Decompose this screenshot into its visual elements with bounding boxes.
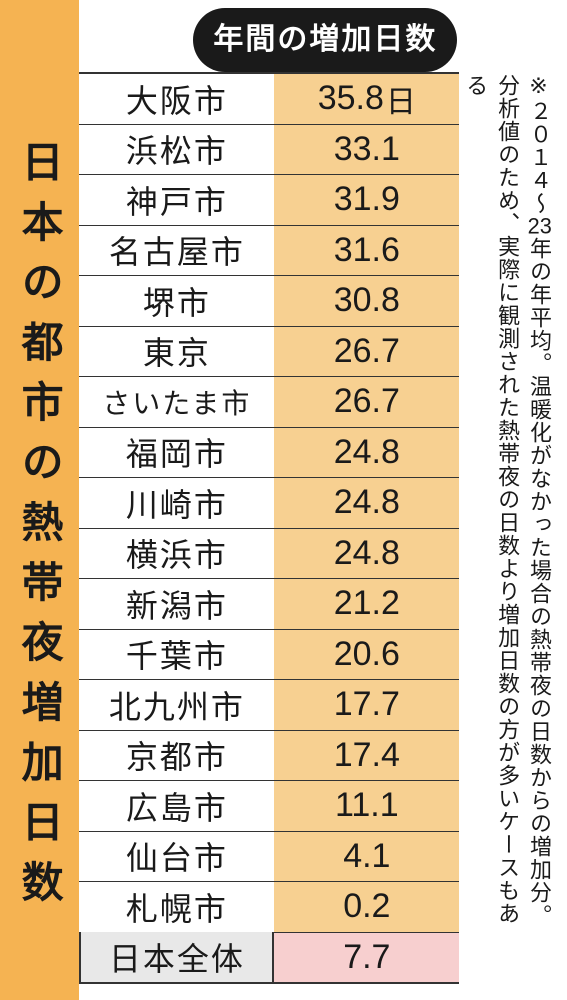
table-row: 福岡市24.8 [79, 428, 459, 479]
city-cell: 千葉市 [79, 630, 274, 680]
city-cell: 川崎市 [79, 478, 274, 528]
table-row: 札幌市0.2 [79, 882, 459, 933]
column-header: 年間の増加日数 [193, 8, 457, 72]
days-cell: 31.9 [274, 175, 459, 225]
days-cell: 17.4 [274, 731, 459, 781]
city-cell: 札幌市 [79, 882, 274, 932]
city-cell: 東京 [79, 327, 274, 377]
days-cell: 24.8 [274, 529, 459, 579]
footnote: ※２０１４〜23年の年平均。温暖化がなかった場合の熱帯夜の日数からの増加分。分析… [459, 74, 555, 944]
table-row: 大阪市35.8日 [79, 74, 459, 125]
days-cell: 24.8 [274, 428, 459, 478]
city-cell: 堺市 [79, 276, 274, 326]
total-days-cell: 7.7 [274, 933, 459, 982]
days-cell: 0.2 [274, 882, 459, 932]
title-column: 日本の都市の熱帯夜増加日数 [0, 0, 79, 1000]
city-cell: 京都市 [79, 731, 274, 781]
days-cell: 21.2 [274, 579, 459, 629]
table-row: 千葉市20.6 [79, 630, 459, 681]
days-cell: 11.1 [274, 781, 459, 831]
table-row: 川崎市24.8 [79, 478, 459, 529]
table-row: 仙台市4.1 [79, 832, 459, 883]
header-arrow-icon [351, 54, 379, 70]
table-row: 横浜市24.8 [79, 529, 459, 580]
days-cell: 33.1 [274, 125, 459, 175]
days-cell: 24.8 [274, 478, 459, 528]
table-row: 広島市11.1 [79, 781, 459, 832]
days-cell: 17.7 [274, 680, 459, 730]
total-row: 日本全体7.7 [79, 933, 459, 984]
column-header-wrap: 年間の増加日数 [79, 8, 459, 72]
city-cell: 神戸市 [79, 175, 274, 225]
days-cell: 4.1 [274, 832, 459, 882]
city-cell: 横浜市 [79, 529, 274, 579]
city-cell: 広島市 [79, 781, 274, 831]
days-cell: 31.6 [274, 226, 459, 276]
table-row: 浜松市33.1 [79, 125, 459, 176]
table-row: 新潟市21.2 [79, 579, 459, 630]
data-table: 大阪市35.8日浜松市33.1神戸市31.9名古屋市31.6堺市30.8東京26… [79, 72, 459, 984]
days-cell: 26.7 [274, 377, 459, 427]
days-cell: 35.8日 [274, 74, 459, 124]
table-row: 名古屋市31.6 [79, 226, 459, 277]
days-cell: 26.7 [274, 327, 459, 377]
total-label-cell: 日本全体 [79, 932, 274, 982]
city-cell: 仙台市 [79, 832, 274, 882]
note-column: ※２０１４〜23年の年平均。温暖化がなかった場合の熱帯夜の日数からの増加分。分析… [459, 0, 567, 1000]
city-cell: 名古屋市 [79, 226, 274, 276]
days-cell: 30.8 [274, 276, 459, 326]
table-row: 堺市30.8 [79, 276, 459, 327]
city-cell: 新潟市 [79, 579, 274, 629]
city-cell: さいたま市 [79, 377, 274, 427]
table-row: 京都市17.4 [79, 731, 459, 782]
table-row: 北九州市17.7 [79, 680, 459, 731]
main-title: 日本の都市の熱帯夜増加日数 [9, 140, 70, 920]
days-cell: 20.6 [274, 630, 459, 680]
table-row: 神戸市31.9 [79, 175, 459, 226]
table-row: 東京26.7 [79, 327, 459, 378]
city-cell: 浜松市 [79, 125, 274, 175]
city-cell: 福岡市 [79, 428, 274, 478]
table-row: さいたま市26.7 [79, 377, 459, 428]
main-content: 年間の増加日数 大阪市35.8日浜松市33.1神戸市31.9名古屋市31.6堺市… [79, 0, 459, 1000]
city-cell: 北九州市 [79, 680, 274, 730]
city-cell: 大阪市 [79, 74, 274, 124]
